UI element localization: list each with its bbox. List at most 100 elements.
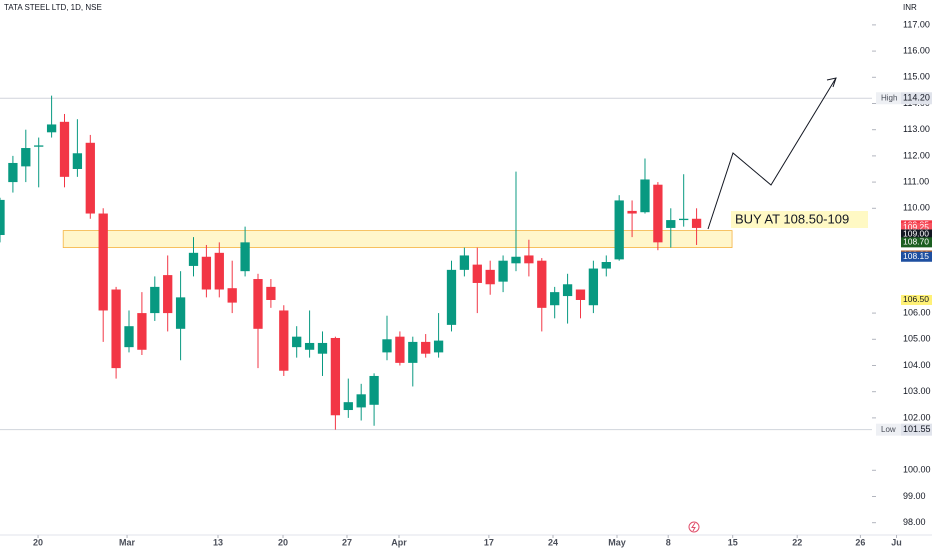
x-tick-label: 13 (213, 537, 223, 547)
candle-body (382, 339, 392, 353)
level-name-bg (876, 423, 901, 436)
candle-body (150, 286, 160, 314)
candle-body (395, 336, 405, 363)
x-tick-label: 22 (792, 537, 802, 547)
x-tick-label: May (608, 537, 626, 547)
candle-body (21, 148, 31, 167)
candle-body (304, 342, 315, 350)
x-tick-label: 27 (342, 537, 352, 547)
currency: INR (903, 3, 917, 12)
x-tick-label: 20 (33, 537, 43, 547)
x-tick-label: 26 (855, 537, 865, 547)
y-tick-label: 105.00 (903, 334, 931, 344)
candle-body (227, 288, 237, 303)
candle-body (8, 162, 18, 183)
candle-body (679, 218, 689, 221)
y-tick-label: 111.00 (903, 176, 929, 186)
candle-body (511, 256, 521, 264)
x-tick-label: 15 (728, 537, 738, 547)
price-badge (901, 237, 932, 248)
candle-body (356, 394, 366, 408)
candle-body (175, 297, 186, 329)
x-tick-label: Ju (891, 537, 902, 547)
candle-body (537, 260, 547, 308)
candle-body (433, 340, 444, 353)
candle-body (85, 142, 95, 214)
candle-body (59, 121, 70, 177)
candle-body (343, 402, 353, 411)
candle-body (614, 200, 624, 260)
y-tick-label: 103.00 (903, 386, 931, 396)
candle-body (446, 269, 457, 325)
price-badge-label: 108.15 (903, 251, 929, 261)
y-tick-label: 116.00 (903, 45, 930, 55)
event-icon-bolt (691, 522, 696, 532)
y-tick-label: 113.00 (903, 124, 930, 134)
zone-label: BUY AT 108.50-109 (735, 211, 849, 226)
candle-body (421, 341, 431, 354)
y-tick-label: 117.00 (903, 19, 930, 29)
price-axis (872, 0, 932, 535)
candle-body (111, 289, 121, 369)
y-tick-label: 112.00 (903, 150, 930, 160)
candle-body (201, 256, 212, 290)
candle-body (137, 313, 147, 350)
level-badge (901, 423, 932, 436)
y-tick-label: 115.00 (903, 72, 930, 82)
buy-zone (62, 230, 733, 248)
price-badge (901, 222, 932, 233)
candle-body (640, 179, 650, 213)
level-name-bg (876, 92, 901, 105)
projection-path (707, 77, 837, 230)
level-name: High (881, 93, 897, 102)
candle-body (601, 261, 611, 269)
level-badge (901, 92, 932, 105)
candle-body (163, 275, 173, 314)
candle-body (408, 341, 418, 363)
price-badge-label: 106.50 (903, 294, 929, 304)
candle-body (562, 284, 573, 297)
y-tick-label: 99.00 (903, 491, 926, 501)
x-tick-label: Mar (119, 537, 136, 547)
candle-body (253, 279, 263, 329)
price-badge-label: 109.00 (903, 229, 929, 239)
candle-body (330, 337, 341, 416)
level-value: 114.20 (903, 93, 930, 103)
level-value: 101.55 (903, 424, 931, 434)
candle-body (214, 252, 224, 290)
candle-body (240, 242, 250, 272)
candle-body (691, 218, 702, 228)
candle-body (369, 375, 379, 405)
candle-body (266, 286, 276, 300)
candle-body (124, 326, 134, 348)
candle-body (472, 264, 482, 283)
candle-body (627, 210, 637, 214)
y-tick-label: 104.00 (903, 360, 931, 370)
candle-body (188, 252, 199, 266)
price-badge (901, 229, 932, 240)
candle-body (317, 342, 328, 354)
x-tick-label: Apr (391, 537, 407, 547)
candle-body (279, 310, 289, 371)
candle-body (588, 268, 599, 306)
y-tick-label: 98.00 (903, 517, 926, 527)
candle-body (292, 336, 302, 348)
x-tick-label: 8 (666, 537, 671, 547)
candle-body (459, 255, 470, 270)
price-badge-label: 109.25 (903, 222, 929, 232)
y-tick-label: 100.00 (903, 465, 931, 475)
candle-body (653, 184, 663, 243)
candle-body (666, 220, 676, 228)
candle-body (72, 153, 83, 169)
projection-arrowhead (826, 77, 837, 88)
y-tick-label: 106.00 (903, 307, 931, 317)
candle-body (98, 213, 108, 311)
y-tick-label: 110.00 (903, 203, 930, 213)
x-tick-label: 17 (484, 537, 494, 547)
candle-body (485, 269, 495, 285)
zone-label-bg (731, 211, 868, 228)
candle-body (550, 292, 560, 306)
candle-body (46, 124, 57, 133)
